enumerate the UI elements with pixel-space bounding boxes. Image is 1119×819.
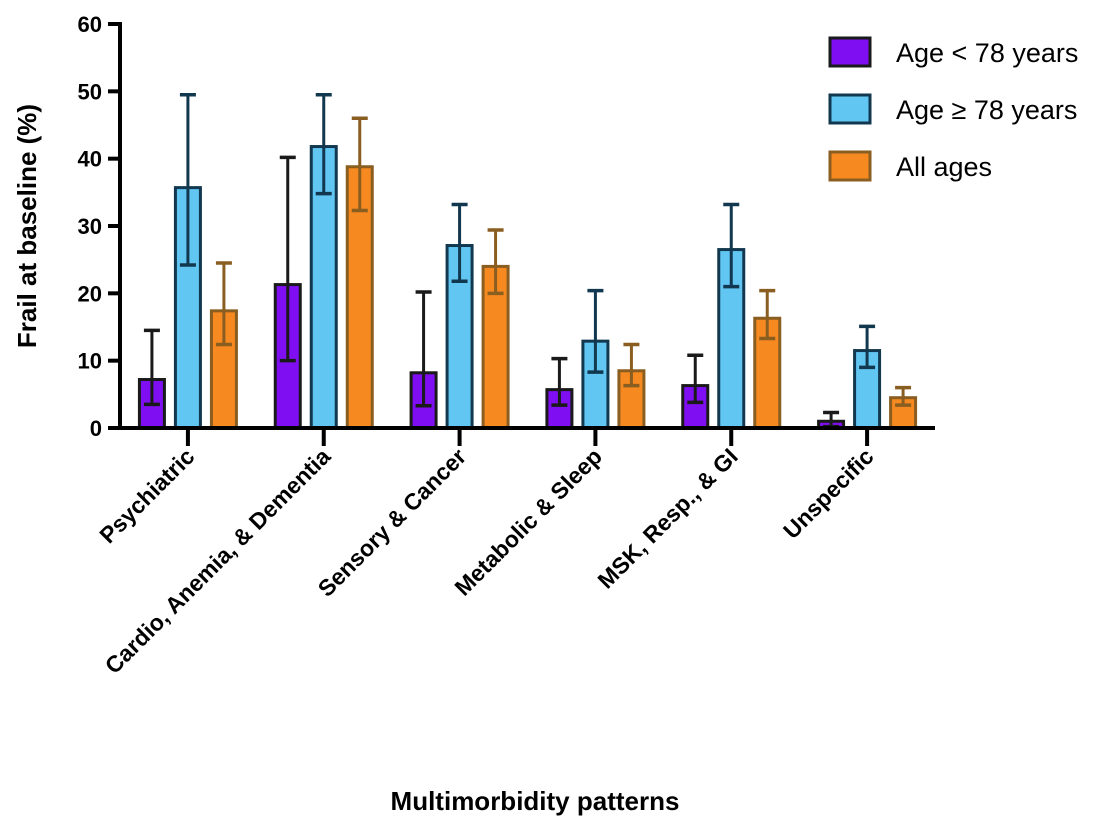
y-tick-label: 50	[78, 79, 102, 104]
legend-label: All ages	[896, 152, 992, 182]
y-tick-label: 10	[78, 349, 102, 374]
y-tick-label: 60	[78, 12, 102, 37]
y-tick-label: 0	[90, 416, 102, 441]
y-axis-title: Frail at baseline (%)	[12, 104, 42, 348]
y-ticks: 0 10 20 30 40 50 60	[78, 12, 120, 441]
x-tick-label: Cardio, Anemia, & Dementia	[100, 443, 336, 679]
x-tick-label: Unspecific	[778, 443, 879, 544]
x-tick-label: MSK, Resp., & GI	[592, 443, 742, 593]
x-tick-label: Metabolic & Sleep	[449, 443, 607, 601]
x-tick-label: Sensory & Cancer	[313, 443, 472, 602]
legend-label: Age ≥ 78 years	[896, 95, 1077, 125]
y-tick-label: 30	[78, 214, 102, 239]
y-tick-label: 40	[78, 147, 102, 172]
legend-swatch	[828, 93, 872, 125]
legend-swatch	[828, 36, 872, 68]
x-tick-label: Psychiatric	[94, 443, 199, 548]
legend-label: Age < 78 years	[896, 38, 1078, 68]
axes-layer	[118, 22, 935, 430]
bars-layer	[137, 92, 918, 430]
y-tick-label: 20	[78, 281, 102, 306]
x-axis-title: Multimorbidity patterns	[391, 786, 680, 816]
legend: Age < 78 years Age ≥ 78 years All ages	[828, 36, 1078, 182]
legend-swatch	[828, 150, 872, 182]
